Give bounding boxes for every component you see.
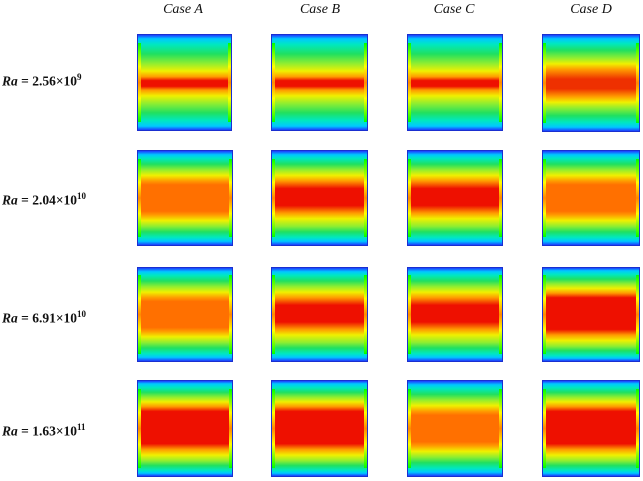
column-header-case-c: Case C [433, 2, 475, 17]
row-label-1: Ra = 2.56×109 [2, 72, 82, 90]
contour-panel-r1-b [271, 34, 368, 131]
contour-panel-r2-c [407, 150, 503, 246]
ra-exponent: 9 [77, 72, 82, 82]
contour-panel-r4-d [542, 380, 640, 477]
contour-panel-r4-c [407, 380, 503, 477]
contour-panel-r3-d [542, 267, 640, 362]
column-header-case-d: Case D [570, 2, 612, 17]
contour-panel-r2-d [542, 150, 640, 246]
contour-panel-r1-a [137, 34, 232, 131]
row-label-2: Ra = 2.04×1010 [2, 191, 86, 209]
row-label-4: Ra = 1.63×1011 [2, 422, 86, 440]
ra-value: = 1.63×10 [17, 423, 78, 439]
column-header-case-a: Case A [163, 2, 203, 17]
ra-symbol: Ra [2, 310, 18, 326]
contour-panel-r2-b [271, 150, 368, 246]
ra-exponent: 10 [77, 309, 87, 319]
ra-exponent: 10 [77, 191, 87, 201]
row-label-3: Ra = 6.91×1010 [2, 309, 86, 327]
contour-panel-r2-a [137, 150, 233, 246]
contour-panel-r1-d [542, 34, 640, 132]
ra-value: = 2.04×10 [17, 192, 78, 208]
ra-symbol: Ra [2, 192, 18, 208]
column-header-case-b: Case B [299, 2, 341, 17]
contour-panel-r3-a [137, 267, 233, 362]
ra-value: = 2.56×10 [17, 73, 78, 89]
ra-symbol: Ra [2, 423, 18, 439]
ra-value: = 6.91×10 [17, 310, 78, 326]
ra-exponent: 11 [77, 422, 86, 432]
contour-panel-r4-a [137, 380, 233, 477]
contour-panel-r3-b [271, 267, 368, 362]
contour-panel-r1-c [407, 34, 503, 131]
contour-panel-r4-b [271, 380, 368, 477]
ra-symbol: Ra [2, 73, 18, 89]
contour-panel-r3-c [407, 267, 503, 362]
